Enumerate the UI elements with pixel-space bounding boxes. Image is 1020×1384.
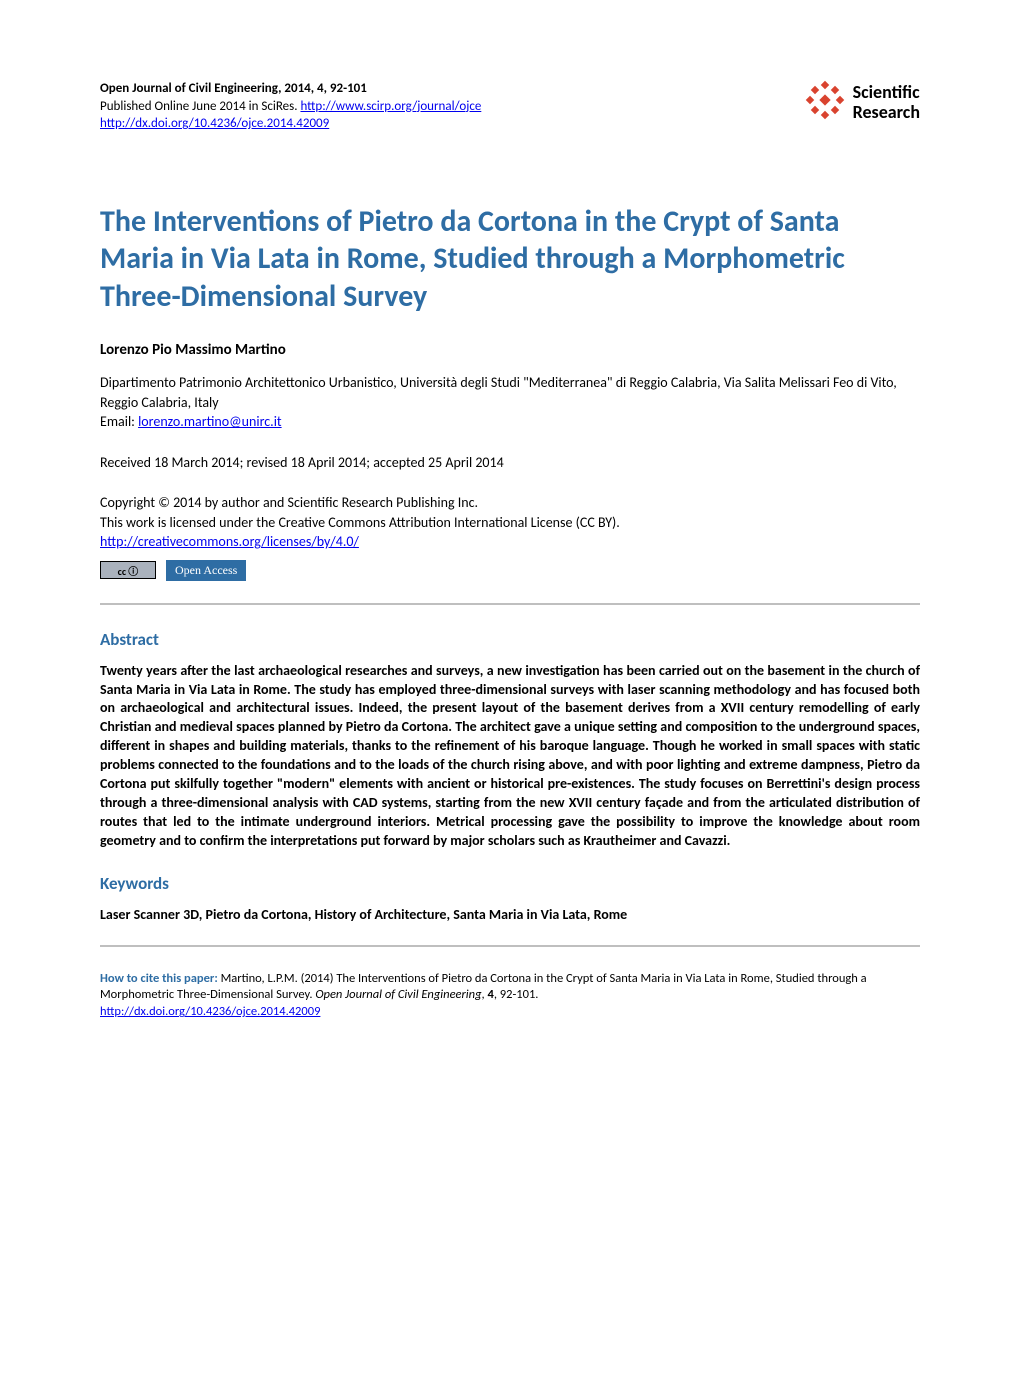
published-line: Published Online June 2014 in SciRes. ht… xyxy=(100,98,481,116)
author-email-link[interactable]: lorenzo.martino@unirc.it xyxy=(138,413,282,430)
logo-word-1: Scientific xyxy=(853,83,920,103)
doi-line: http://dx.doi.org/10.4236/ojce.2014.4200… xyxy=(100,115,481,133)
doi-link[interactable]: http://dx.doi.org/10.4236/ojce.2014.4200… xyxy=(100,116,329,131)
email-label: Email: xyxy=(100,413,138,430)
affiliation-block: Dipartimento Patrimonio Architettonico U… xyxy=(100,373,920,432)
license-badges: cc ⓘ Open Access xyxy=(100,560,920,581)
section-divider-2 xyxy=(100,945,920,947)
header-meta: Open Journal of Civil Engineering, 2014,… xyxy=(100,80,481,133)
logo-word-2: Research xyxy=(853,103,920,123)
submission-dates: Received 18 March 2014; revised 18 April… xyxy=(100,454,920,471)
page-header: Open Journal of Civil Engineering, 2014,… xyxy=(100,80,920,133)
published-prefix: Published Online June 2014 in SciRes. xyxy=(100,99,300,114)
copyright-block: Copyright © 2014 by author and Scientifi… xyxy=(100,493,920,552)
paper-title: The Interventions of Pietro da Cortona i… xyxy=(100,203,920,316)
license-link-line: http://creativecommons.org/licenses/by/4… xyxy=(100,532,920,552)
email-line: Email: lorenzo.martino@unirc.it xyxy=(100,412,920,432)
cite-pages: , 92-101. xyxy=(494,987,539,1002)
abstract-text: Twenty years after the last archaeologic… xyxy=(100,662,920,851)
copyright-line-2: This work is licensed under the Creative… xyxy=(100,513,920,533)
journal-info: Open Journal of Civil Engineering, 2014,… xyxy=(100,80,481,98)
license-link[interactable]: http://creativecommons.org/licenses/by/4… xyxy=(100,533,359,550)
cite-journal: Open Journal of Civil Engineering xyxy=(315,987,481,1002)
logo-icon xyxy=(805,80,845,125)
publisher-logo: Scientific Research xyxy=(805,80,920,125)
citation-doi-link[interactable]: http://dx.doi.org/10.4236/ojce.2014.4200… xyxy=(100,1004,320,1019)
author-name: Lorenzo Pio Massimo Martino xyxy=(100,341,920,359)
cite-label: How to cite this paper: xyxy=(100,971,221,986)
copyright-line-1: Copyright © 2014 by author and Scientifi… xyxy=(100,493,920,513)
open-access-badge: Open Access xyxy=(166,560,246,581)
cc-by-badge-icon: cc ⓘ xyxy=(100,561,156,579)
journal-link[interactable]: http://www.scirp.org/journal/ojce xyxy=(300,99,481,114)
abstract-heading: Abstract xyxy=(100,629,920,650)
logo-text: Scientific Research xyxy=(853,83,920,123)
section-divider xyxy=(100,603,920,605)
affiliation-text: Dipartimento Patrimonio Architettonico U… xyxy=(100,373,920,412)
keywords-text: Laser Scanner 3D, Pietro da Cortona, His… xyxy=(100,906,920,923)
keywords-heading: Keywords xyxy=(100,873,920,894)
citation-block: How to cite this paper: Martino, L.P.M. … xyxy=(100,971,920,1022)
